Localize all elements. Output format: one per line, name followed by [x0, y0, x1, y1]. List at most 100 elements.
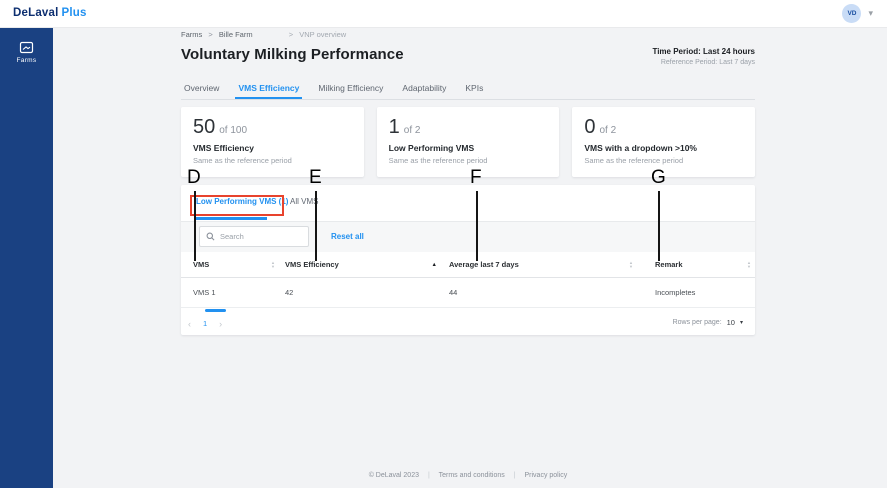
annotation-highlight-box	[190, 195, 284, 216]
sidebar: Farms	[0, 28, 53, 488]
sidebar-item-label: Farms	[16, 57, 37, 64]
card-vms-dropdown: 0 of 2 VMS with a dropdown >10% Same as …	[572, 107, 756, 177]
card-of: of 2	[599, 125, 617, 136]
sort-up-icon: ▲	[271, 260, 275, 266]
annotation-line-f	[476, 191, 478, 261]
card-low-performing-vms: 1 of 2 Low Performing VMS Same as the re…	[376, 107, 560, 177]
sort-down-icon: ▼	[629, 263, 633, 269]
breadcrumb-farms[interactable]: Farms	[181, 30, 203, 39]
annotation-line-g	[658, 191, 660, 261]
card-value: 50	[193, 116, 216, 138]
annotation-letter-e: E	[309, 167, 322, 188]
footer-separator: |	[513, 472, 516, 479]
panel-tabs: Low Performing VMS (1) All VMS	[181, 185, 755, 222]
page-title: Voluntary Milking Performance	[181, 46, 404, 63]
chevron-down-icon[interactable]: ▾	[868, 8, 873, 18]
page-tabs: Overview VMS Efficiency Milking Efficien…	[181, 81, 755, 100]
annotation-line-e	[315, 191, 317, 261]
pagination: ‹ 1 › Rows per page: 10 ▾	[181, 312, 755, 335]
breadcrumb-separator: >	[288, 30, 294, 39]
vms-table-panel: Low Performing VMS (1) All VMS Reset all…	[181, 185, 755, 335]
breadcrumb-separator: >	[208, 30, 213, 39]
rows-per-page-select[interactable]: 10	[726, 318, 735, 327]
next-page-icon[interactable]: ›	[219, 318, 223, 329]
table-row[interactable]: VMS 1 42 44 Incompletes	[181, 278, 755, 308]
card-value: 1	[388, 116, 400, 138]
sort-down-icon: ▼	[747, 263, 751, 269]
sort-asc-icon[interactable]: ▲	[431, 261, 437, 268]
privacy-link[interactable]: Privacy policy	[524, 472, 568, 479]
card-subtext: Same as the reference period	[388, 156, 488, 165]
user-menu: VD ▾	[842, 4, 873, 23]
tab-milking-efficiency[interactable]: Milking Efficiency	[318, 83, 384, 93]
column-header-remark[interactable]: Remark ▲ ▼	[655, 260, 755, 269]
column-label: VMS	[193, 260, 210, 269]
annotation-letter-g: G	[651, 167, 666, 188]
breadcrumb: Farms > Bille Farm > VNP overview	[181, 30, 346, 39]
column-header-average-7-days[interactable]: Average last 7 days ▲ ▼	[449, 260, 655, 269]
search-input[interactable]	[220, 232, 300, 241]
breadcrumb-vnp-overview[interactable]: VNP overview	[299, 30, 347, 39]
card-of: of 100	[219, 125, 248, 136]
time-period-text: Time Period: Last 24 hours	[652, 47, 755, 56]
time-period-block: Time Period: Last 24 hours Reference Per…	[555, 47, 755, 66]
logo-primary-text: DeLaval	[13, 7, 59, 19]
copyright-text: © DeLaval 2023	[368, 472, 419, 479]
tab-low-performing-vms[interactable]: Low Performing VMS (1)	[196, 197, 289, 206]
sort-up-icon: ▲	[747, 260, 751, 266]
card-label: VMS Efficiency	[193, 143, 254, 153]
horizontal-scrollbar-thumb[interactable]	[205, 309, 226, 312]
dropdown-caret-icon[interactable]: ▾	[739, 320, 743, 326]
search-icon	[206, 232, 215, 241]
tab-adaptability[interactable]: Adaptability	[402, 83, 447, 93]
reset-all-button[interactable]: Reset all	[331, 232, 364, 241]
card-label: Low Performing VMS	[388, 143, 475, 153]
footer: © DeLaval 2023 | Terms and conditions | …	[181, 472, 755, 479]
sort-down-icon: ▼	[271, 263, 275, 269]
cell-remark: Incompletes	[655, 288, 696, 297]
card-label: VMS with a dropdown >10%	[584, 143, 697, 153]
delaval-plus-logo[interactable]: DeLaval Plus	[13, 7, 87, 19]
cell-average-7-days: 44	[449, 288, 458, 297]
card-subtext: Same as the reference period	[584, 156, 684, 165]
sort-icon[interactable]: ▲ ▼	[271, 260, 275, 269]
sort-up-icon: ▲	[629, 260, 633, 266]
tab-all-vms[interactable]: All VMS	[290, 197, 319, 206]
stat-cards: 50 of 100 VMS Efficiency Same as the ref…	[181, 107, 756, 177]
cell-vms-efficiency: 42	[285, 288, 294, 297]
tab-overview[interactable]: Overview	[184, 83, 220, 93]
footer-separator: |	[427, 472, 430, 479]
sidebar-item-farms[interactable]: Farms	[0, 28, 53, 64]
terms-link[interactable]: Terms and conditions	[438, 472, 505, 479]
card-subtext: Same as the reference period	[193, 156, 292, 165]
breadcrumb-farm-name[interactable]: Bille Farm	[218, 30, 253, 39]
active-tab-underline	[195, 217, 267, 220]
tab-kpis[interactable]: KPIs	[465, 83, 484, 93]
logo-secondary-text: Plus	[61, 7, 87, 19]
column-header-vms[interactable]: VMS ▲ ▼	[181, 260, 285, 269]
table-toolbar: Reset all	[181, 222, 755, 252]
farms-icon	[19, 41, 34, 54]
rows-per-page-label: Rows per page:	[672, 319, 722, 326]
annotation-letter-d: D	[187, 167, 201, 188]
avatar[interactable]: VD	[842, 4, 862, 23]
card-value: 0	[584, 116, 596, 138]
tab-vms-efficiency[interactable]: VMS Efficiency	[235, 81, 303, 99]
sort-icon[interactable]: ▲ ▼	[747, 260, 751, 269]
previous-page-icon[interactable]: ‹	[188, 318, 191, 329]
column-label: VMS Efficiency	[285, 260, 339, 269]
sort-icon[interactable]: ▲ ▼	[629, 260, 633, 269]
column-header-vms-efficiency[interactable]: VMS Efficiency ▲	[285, 260, 449, 269]
table-header-row: VMS ▲ ▼ VMS Efficiency ▲ Average last 7 …	[181, 252, 755, 278]
reference-period-text: Reference Period: Last 7 days	[660, 59, 755, 66]
annotation-line-d	[194, 191, 196, 261]
column-label: Average last 7 days	[449, 260, 519, 269]
card-of: of 2	[403, 125, 421, 136]
cell-vms: VMS 1	[193, 288, 216, 297]
page-number[interactable]: 1	[203, 319, 208, 328]
column-label: Remark	[655, 260, 683, 269]
card-vms-efficiency: 50 of 100 VMS Efficiency Same as the ref…	[181, 107, 364, 177]
search-box[interactable]	[199, 226, 309, 247]
top-header: DeLaval Plus VD ▾	[0, 0, 887, 28]
